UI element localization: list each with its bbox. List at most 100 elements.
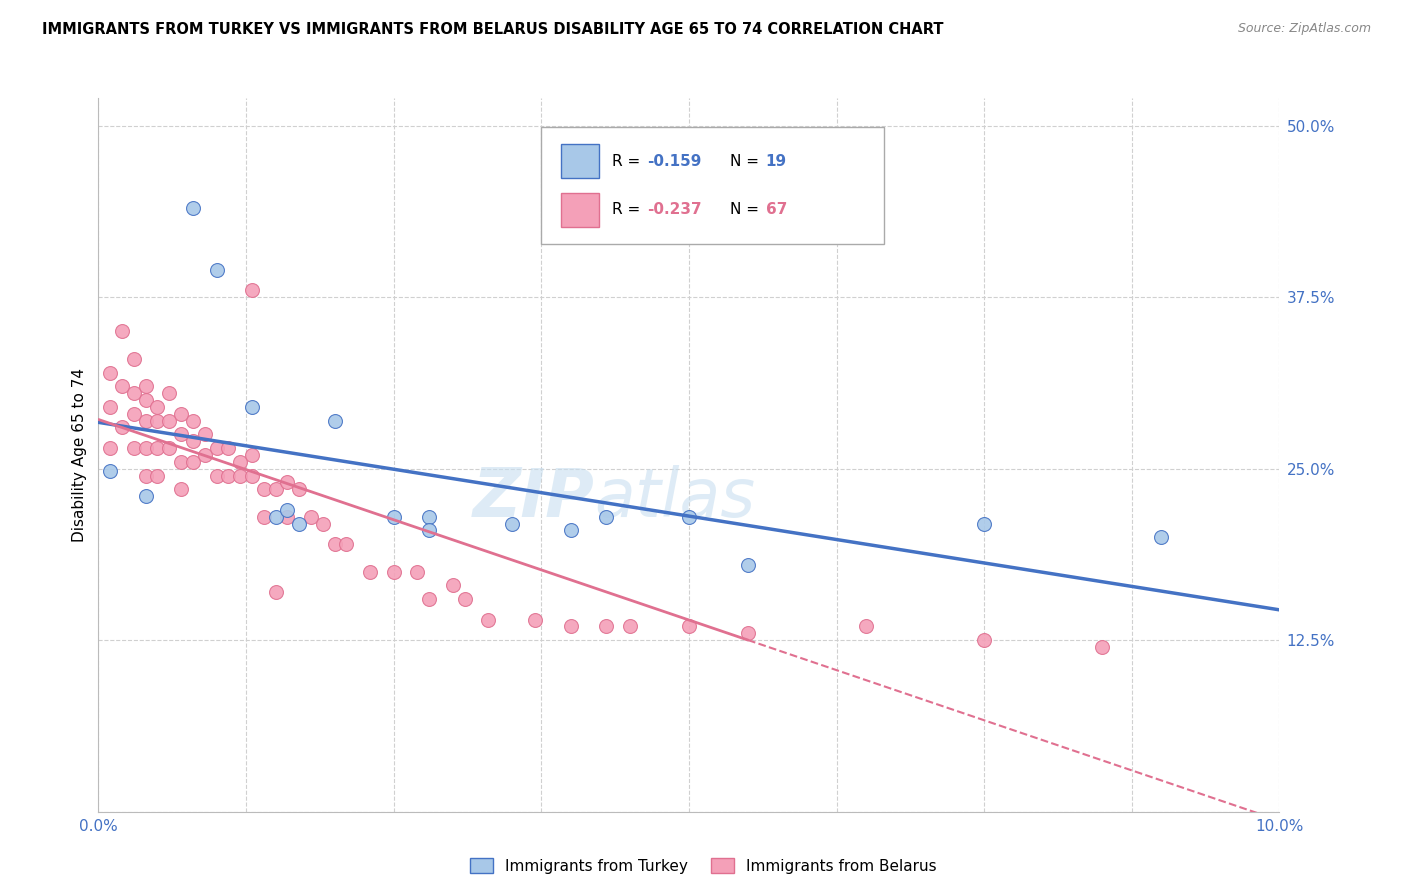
Point <box>1150 530 1173 544</box>
FancyBboxPatch shape <box>561 145 599 178</box>
Text: 67: 67 <box>766 202 787 218</box>
Point <box>111 379 134 393</box>
Point <box>312 516 335 531</box>
Point <box>205 441 228 455</box>
Point <box>288 516 311 531</box>
Point <box>146 441 169 455</box>
Point <box>288 482 311 496</box>
Text: N =: N = <box>730 153 763 169</box>
Point <box>418 592 440 607</box>
FancyBboxPatch shape <box>541 127 884 244</box>
Point <box>240 468 263 483</box>
Point <box>170 427 193 442</box>
Point <box>335 537 357 551</box>
Point <box>217 468 239 483</box>
Point <box>595 619 617 633</box>
Point <box>560 524 582 538</box>
Point <box>146 400 169 414</box>
Point <box>111 325 134 339</box>
Text: R =: R = <box>612 202 645 218</box>
Y-axis label: Disability Age 65 to 74: Disability Age 65 to 74 <box>72 368 87 542</box>
Point <box>135 414 157 428</box>
Point <box>253 482 276 496</box>
Point <box>111 420 134 434</box>
Point <box>382 509 405 524</box>
Point <box>560 619 582 633</box>
Point <box>453 592 475 607</box>
Point <box>418 509 440 524</box>
Point <box>135 379 157 393</box>
Point <box>146 414 169 428</box>
Legend: Immigrants from Turkey, Immigrants from Belarus: Immigrants from Turkey, Immigrants from … <box>464 852 942 880</box>
Point <box>181 455 204 469</box>
Text: ZIP: ZIP <box>472 465 595 531</box>
Point <box>382 565 405 579</box>
Text: 19: 19 <box>766 153 787 169</box>
Point <box>323 537 346 551</box>
Point <box>264 482 287 496</box>
Point <box>229 455 252 469</box>
Point <box>181 201 204 215</box>
Point <box>157 414 180 428</box>
Point <box>98 464 121 478</box>
Point <box>98 366 121 380</box>
Text: R =: R = <box>612 153 645 169</box>
Point <box>240 400 263 414</box>
Point <box>276 509 298 524</box>
Point <box>98 441 121 455</box>
Point <box>619 619 641 633</box>
Point <box>122 407 145 421</box>
Point <box>194 427 217 442</box>
Text: -0.159: -0.159 <box>648 153 702 169</box>
Point <box>418 524 440 538</box>
Point <box>276 503 298 517</box>
Point <box>737 626 759 640</box>
Point <box>264 509 287 524</box>
Point <box>973 633 995 648</box>
Point <box>181 414 204 428</box>
Point <box>855 619 877 633</box>
Point <box>181 434 204 449</box>
Point <box>135 441 157 455</box>
Point <box>240 283 263 297</box>
Point <box>229 468 252 483</box>
Point <box>323 414 346 428</box>
Point <box>595 509 617 524</box>
Point <box>122 386 145 401</box>
Point <box>441 578 464 592</box>
Point <box>678 619 700 633</box>
Point <box>737 558 759 572</box>
Point <box>359 565 381 579</box>
Text: -0.237: -0.237 <box>648 202 702 218</box>
Point <box>524 613 547 627</box>
Point <box>240 448 263 462</box>
Point <box>122 441 145 455</box>
Text: IMMIGRANTS FROM TURKEY VS IMMIGRANTS FROM BELARUS DISABILITY AGE 65 TO 74 CORREL: IMMIGRANTS FROM TURKEY VS IMMIGRANTS FRO… <box>42 22 943 37</box>
FancyBboxPatch shape <box>561 193 599 227</box>
Point <box>135 468 157 483</box>
Point <box>477 613 499 627</box>
Point <box>157 386 180 401</box>
Point <box>170 407 193 421</box>
Point <box>406 565 429 579</box>
Point <box>973 516 995 531</box>
Point <box>205 262 228 277</box>
Point <box>157 441 180 455</box>
Point <box>170 455 193 469</box>
Point <box>194 448 217 462</box>
Point <box>98 400 121 414</box>
Point <box>146 468 169 483</box>
Point <box>501 516 523 531</box>
Point <box>170 482 193 496</box>
Point <box>122 351 145 366</box>
Point <box>678 509 700 524</box>
Text: N =: N = <box>730 202 763 218</box>
Point <box>135 392 157 407</box>
Point <box>264 585 287 599</box>
Text: atlas: atlas <box>595 465 755 531</box>
Point <box>253 509 276 524</box>
Point <box>205 468 228 483</box>
Point <box>217 441 239 455</box>
Point <box>276 475 298 490</box>
Text: Source: ZipAtlas.com: Source: ZipAtlas.com <box>1237 22 1371 36</box>
